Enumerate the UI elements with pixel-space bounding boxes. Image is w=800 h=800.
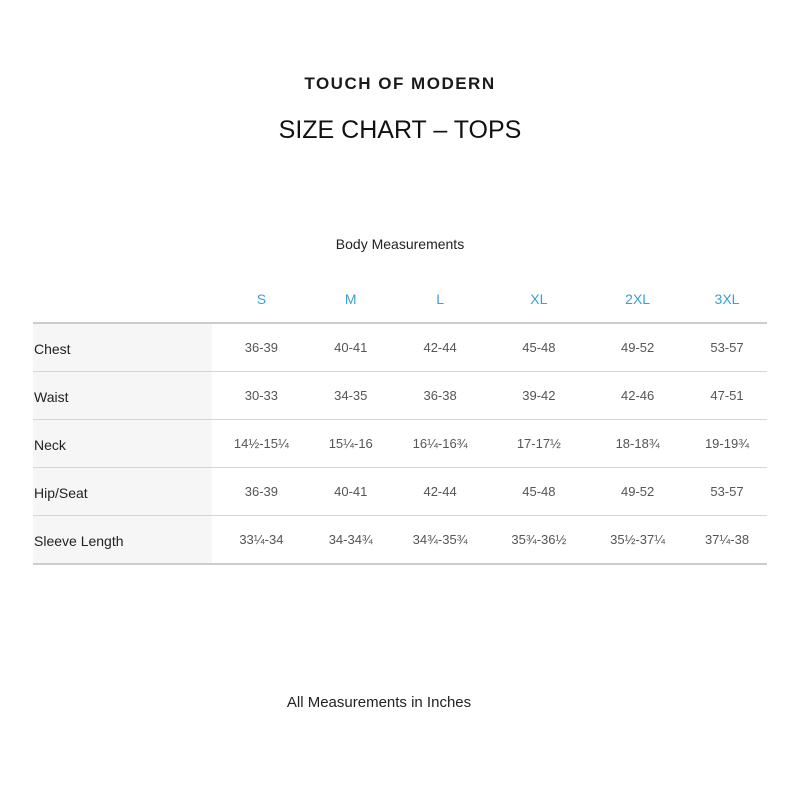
measurement-cell: 34-34¾ bbox=[328, 532, 373, 547]
measurement-cell: 36-39 bbox=[244, 484, 278, 499]
size-header: M bbox=[344, 291, 357, 307]
size-header: L bbox=[436, 291, 444, 307]
measurement-cell: 53-57 bbox=[710, 484, 744, 499]
table-row: Chest 36-39 40-41 42-44 45-48 49-52 53-57 bbox=[33, 323, 767, 372]
table-row: Waist 30-33 34-35 36-38 39-42 42-46 47-51 bbox=[33, 371, 767, 420]
table-row: Neck 14½-15¼ 15¼-16 16¼-16¾ 17-17½ 18-18¾ 19-1… bbox=[33, 419, 767, 468]
measurement-cell: 15¼-16 bbox=[328, 436, 373, 451]
units-note: All Measurements in Inches bbox=[286, 694, 472, 711]
measurement-cell: 42-44 bbox=[423, 484, 457, 499]
size-header: 3XL bbox=[714, 291, 740, 307]
size-header-row: S M L XL 2XL 3XL bbox=[33, 276, 767, 323]
measurement-cell: 36-39 bbox=[244, 340, 278, 355]
measurement-cell: 19-19¾ bbox=[704, 436, 750, 451]
measurement-cell: 53-57 bbox=[710, 340, 744, 355]
measurement-cell: 40-41 bbox=[334, 484, 368, 499]
measurement-cell: 30-33 bbox=[244, 388, 278, 403]
measurement-cell: 34-35 bbox=[334, 388, 368, 403]
measurement-cell: 14½-15¼ bbox=[233, 436, 289, 451]
size-chart-table: S M L XL 2XL 3XL Chest 36-39 40-41 42-44 45-… bbox=[33, 276, 767, 565]
brand-logo: TOUCH OF MODERN bbox=[304, 74, 496, 93]
row-label: Neck bbox=[33, 419, 212, 468]
measurement-cell: 45-48 bbox=[522, 484, 556, 499]
measurement-cell: 45-48 bbox=[522, 340, 556, 355]
measurement-cell: 40-41 bbox=[334, 340, 368, 355]
measurement-cell: 34¾-35¾ bbox=[412, 532, 468, 547]
measurement-cell: 35¾-36½ bbox=[511, 532, 567, 547]
row-label: Waist bbox=[33, 371, 212, 420]
corner-cell bbox=[33, 276, 212, 323]
measurement-cell: 17-17½ bbox=[516, 436, 561, 451]
row-label: Hip/Seat bbox=[33, 467, 212, 516]
row-label: Sleeve Length bbox=[33, 515, 212, 564]
size-header: S bbox=[256, 291, 267, 307]
measurement-cell: 42-44 bbox=[423, 340, 457, 355]
table-row: Sleeve Length 33¼-34 34-34¾ 34¾-35¾ 35¾-36½ 3… bbox=[33, 515, 767, 564]
measurement-cell: 49-52 bbox=[621, 340, 655, 355]
measurement-cell: 36-38 bbox=[423, 388, 457, 403]
table-subtitle: Body Measurements bbox=[335, 236, 465, 252]
measurement-cell: 37¼-38 bbox=[704, 532, 750, 547]
size-header: XL bbox=[530, 291, 548, 307]
measurement-cell: 49-52 bbox=[621, 484, 655, 499]
measurement-cell: 18-18¾ bbox=[615, 436, 660, 451]
measurement-cell: 33¼-34 bbox=[239, 532, 284, 547]
row-label: Chest bbox=[33, 323, 212, 372]
measurement-cell: 35½-37¼ bbox=[610, 532, 666, 547]
measurement-cell: 16¼-16¾ bbox=[412, 436, 468, 451]
measurement-cell: 47-51 bbox=[710, 388, 744, 403]
measurement-cell: 42-46 bbox=[621, 388, 655, 403]
size-header: 2XL bbox=[625, 291, 651, 307]
table-row: Hip/Seat 36-39 40-41 42-44 45-48 49-52 53-57 bbox=[33, 467, 767, 516]
page-title: SIZE CHART – TOPS bbox=[278, 116, 522, 144]
measurement-cell: 39-42 bbox=[522, 388, 556, 403]
